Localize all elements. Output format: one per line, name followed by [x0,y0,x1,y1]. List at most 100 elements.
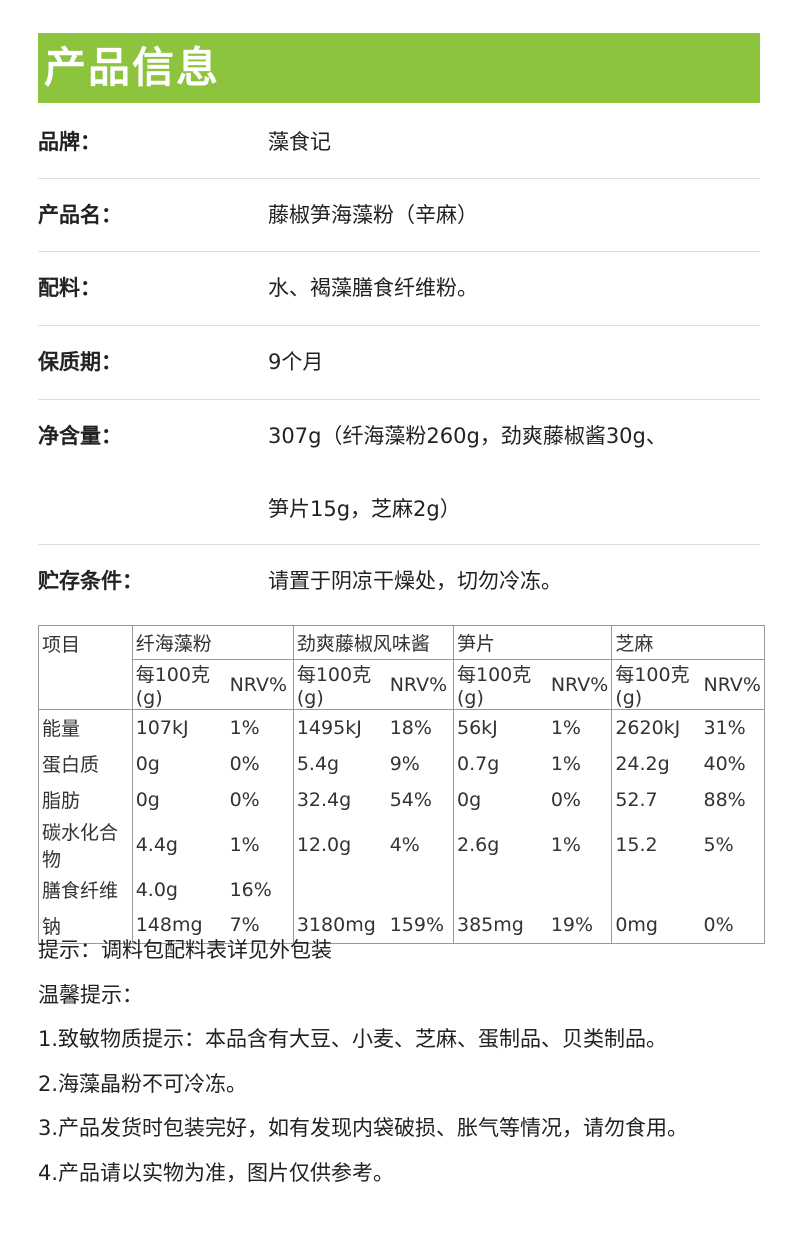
info-row-net-content: 净含量： 307g（纤海藻粉260g，劲爽藤椒酱30g、 笋片15g，芝麻2g） [38,400,760,545]
column-header: 劲爽藤椒风味酱 [292,625,454,660]
table-header-row: 项目 纤海藻粉 劲爽藤椒风味酱 笋片 芝麻 [38,625,765,710]
value-cell: 56kJ [452,709,548,746]
info-row-shelf-life: 保质期： 9个月 [38,326,760,400]
value: 307g（纤海藻粉260g，劲爽藤椒酱30g、 [268,424,667,448]
nrv-cell: 0% [226,745,294,782]
value: 水、褐藻膳食纤维粉。 [268,276,478,300]
sub-per: 每100克(g) [131,659,227,710]
nrv-cell: 19% [547,907,613,944]
sub-per: 每100克(g) [452,659,548,710]
info-row-storage: 贮存条件： 请置于阴凉干燥处，切勿冷冻。 [38,545,760,618]
note: 2.海藻晶粉不可冷冻。 [38,1071,248,1096]
nrv-cell: 1% [226,709,294,746]
sub-per: 每100克(g) [611,659,701,710]
value-cell: 2.6g [452,817,548,872]
value-cell: 3180mg [292,907,387,944]
value-line2: 笋片15g，芝麻2g） [268,497,461,521]
value-cell: 107kJ [131,709,227,746]
label: 保质期： [38,350,122,374]
nrv-cell: 0% [226,781,294,818]
value-cell: 0.7g [452,745,548,782]
note: 温馨提示： [38,982,143,1007]
value-cell: 4.0g [131,871,227,908]
nrv-cell: 1% [547,709,613,746]
nrv-cell: 40% [700,745,766,782]
nrv-cell: 1% [547,745,613,782]
table-row: 碳水化合物 4.4g 1% 12.0g 4% 2.6g 1% 15.2 5% [38,817,766,872]
sub-nrv: NRV% [226,659,294,710]
nrv-cell: 18% [386,709,454,746]
value-cell [452,871,548,908]
nutrient-name: 碳水化合物 [38,817,133,872]
nrv-cell: 54% [386,781,454,818]
label: 贮存条件： [38,569,143,593]
column-header: 芝麻 [611,625,765,660]
value-cell: 12.0g [292,817,387,872]
value-cell: 32.4g [292,781,387,818]
nutrient-name: 钠 [38,907,133,944]
nrv-cell: 1% [547,817,613,872]
nrv-cell [547,871,613,908]
value-cell: 52.7 [611,781,701,818]
nrv-cell: 9% [386,745,454,782]
table-row: 膳食纤维 4.0g 16% [38,871,766,908]
nrv-cell: 1% [226,817,294,872]
label: 净含量： [38,424,122,448]
value-cell: 4.4g [131,817,227,872]
value-cell: 0g [452,781,548,818]
value-cell: 0g [131,745,227,782]
table-subheader-row: 每100克(g) NRV% 每100克(g) NRV% 每100克(g) NRV% 每… [39,659,766,710]
info-row-ingredients: 配料： 水、褐藻膳食纤维粉。 [38,252,760,326]
nrv-cell [386,871,454,908]
sub-per: 每100克(g) [292,659,387,710]
nrv-cell: 31% [700,709,766,746]
nutrient-name: 蛋白质 [38,745,133,782]
value-cell: 148mg [131,907,227,944]
value-cell: 1495kJ [292,709,387,746]
item-header: 项目 [38,625,133,710]
value-cell [292,871,387,908]
nutrient-name: 能量 [38,709,133,746]
value-cell: 0g [131,781,227,818]
table-row: 脂肪 0g 0% 32.4g 54% 0g 0% 52.7 88% [38,781,766,818]
value-cell [611,871,701,908]
note: 提示：调料包配料表详见外包装 [38,938,332,962]
label: 品牌： [38,130,101,154]
value: 藻食记 [268,130,331,154]
nrv-cell: 4% [386,817,454,872]
nutrient-name: 膳食纤维 [38,871,133,908]
column-header: 笋片 [452,625,613,660]
value: 请置于阴凉干燥处，切勿冷冻。 [268,569,562,593]
table-row: 蛋白质 0g 0% 5.4g 9% 0.7g 1% 24.2g 40% [38,745,766,782]
value-cell: 385mg [452,907,548,944]
nrv-cell: 0% [547,781,613,818]
info-row-brand: 品牌： 藻食记 [38,106,760,179]
column-header: 纤海藻粉 [131,625,294,660]
label: 产品名： [38,203,122,227]
sub-nrv: NRV% [386,659,454,710]
notes: 提示：调料包配料表详见外包装 温馨提示： 1.致敏物质提示：本品含有大豆、小麦、… [38,932,688,1199]
nrv-cell: 88% [700,781,766,818]
section-title: 产品信息 [38,33,760,103]
nutrition-table: 项目 纤海藻粉 劲爽藤椒风味酱 笋片 芝麻 每100克(g) NRV% 每100克… [38,625,766,944]
info-row-product-name: 产品名： 藤椒笋海藻粉（辛麻） [38,179,760,252]
nutrient-name: 脂肪 [38,781,133,818]
sub-nrv: NRV% [700,659,766,710]
note: 1.致敏物质提示：本品含有大豆、小麦、芝麻、蛋制品、贝类制品。 [38,1027,668,1051]
value-cell: 5.4g [292,745,387,782]
note: 4.产品请以实物为准，图片仅供参考。 [38,1160,395,1185]
value: 藤椒笋海藻粉（辛麻） [268,203,478,227]
note: 3.产品发货时包装完好，如有发现内袋破损、胀气等情况，请勿食用。 [38,1116,689,1140]
value-cell: 24.2g [611,745,701,782]
value: 9个月 [268,350,324,374]
table-row: 能量 107kJ 1% 1495kJ 18% 56kJ 1% 2620kJ 31% [38,709,766,746]
value-cell: 15.2 [611,817,701,872]
nrv-cell: 0% [700,907,766,944]
sub-nrv: NRV% [547,659,613,710]
label: 配料： [38,276,101,300]
value-cell: 0mg [611,907,701,944]
nrv-cell: 16% [226,871,294,908]
value-cell: 2620kJ [611,709,701,746]
table-row: 钠 148mg 7% 3180mg 159% 385mg 19% 0mg 0% [38,907,766,944]
nrv-cell: 5% [700,817,766,872]
